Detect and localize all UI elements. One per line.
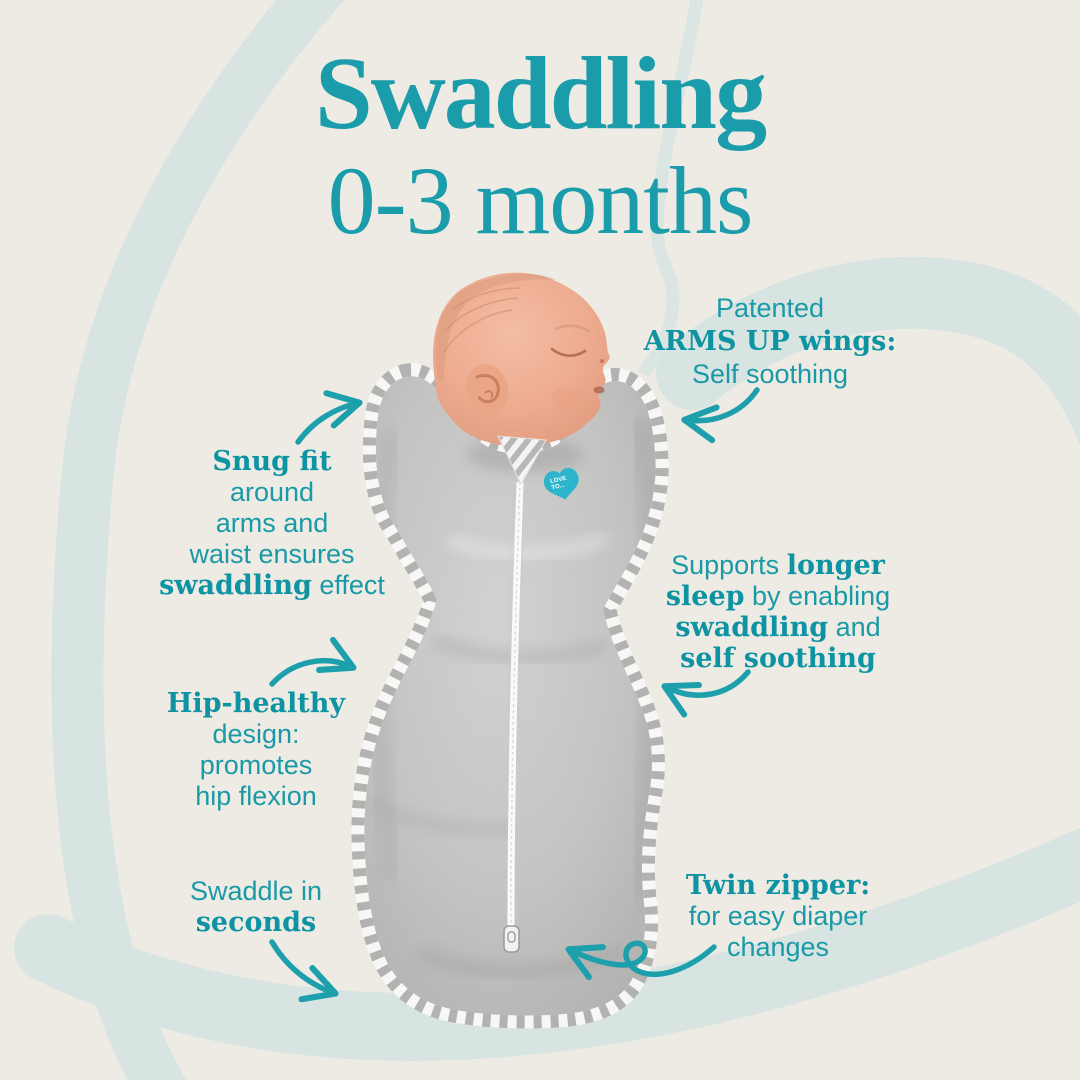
baby-eye [550,347,587,357]
callout-snug-fit: Snug fit around arms and waist ensures swadd… [159,446,385,601]
arrow-hip-healthy [269,636,357,687]
decor-swoosh-top-right [656,256,1080,446]
arrow-arms-up [681,387,760,444]
hair-strands [443,287,521,353]
page-subtitle: 0-3 months [327,147,754,254]
baby-eyebrow [554,324,591,333]
header: Swaddling 0-3 months [0,38,1080,252]
callout-twin-zipper: Twin zipper: for easy diaper changes [685,870,871,962]
baby-cheek [552,387,584,409]
brand-logo-heart: LOVE TO... [544,467,579,500]
arrow-supports [661,669,751,718]
zipper-pull [503,925,520,953]
baby-mouth [593,386,605,394]
baby-head [433,272,610,447]
callout-arrows [269,387,760,1003]
callout-arms-up-wings: Patented ARMS UP wings: Self soothing [643,293,897,389]
baby-hair [435,273,556,380]
arrow-twin-zipper [565,940,717,981]
arrow-snug-fit [295,390,363,445]
swaddle-collar [497,435,547,486]
callout-longer-sleep: Supports longer sleep by enabling swaddlin… [665,550,891,674]
decor-curve-head [637,0,704,378]
swaddle-graphic [340,355,680,1040]
page-title: Swaddling [314,36,767,151]
swaddle-zipper [503,481,525,953]
callout-hip-healthy: Hip-healthy design: promotes hip flexion [166,688,346,811]
baby-nostril [600,359,604,363]
arrow-seconds [269,939,339,1003]
callout-swaddle-in-seconds: Swaddle in seconds [189,876,323,938]
svg-text:TO...: TO... [551,483,565,492]
baby-ear [465,364,509,416]
svg-text:LOVE: LOVE [550,476,567,485]
